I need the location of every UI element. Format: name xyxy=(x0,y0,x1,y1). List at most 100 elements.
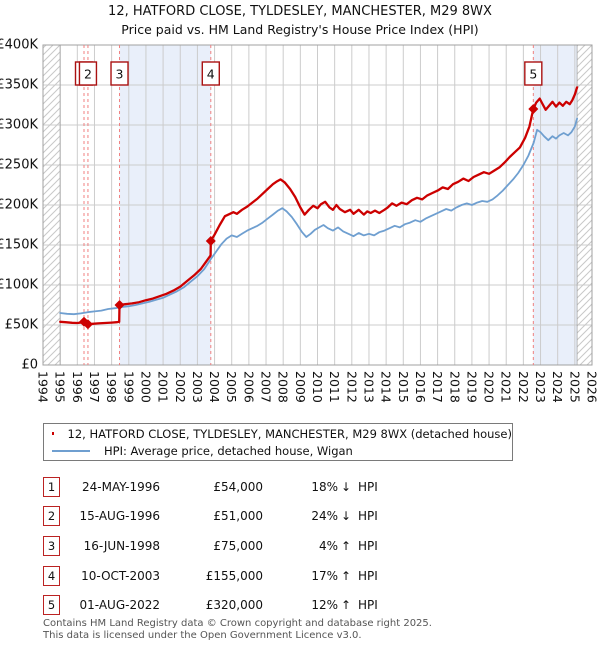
chart-legend: 12, HATFORD CLOSE, TYLDESLEY, MANCHESTER… xyxy=(43,423,513,461)
x-axis-tick-label: 2000 xyxy=(138,371,153,403)
y-axis-tick-label: £0 xyxy=(21,358,38,373)
x-axis-tick-label: 2020 xyxy=(482,371,497,403)
footer: Contains HM Land Registry data © Crown c… xyxy=(43,618,432,641)
y-axis-tick-label: £250K xyxy=(0,158,38,173)
x-axis-tick-label: 2003 xyxy=(190,371,205,403)
y-axis-tick-label: £400K xyxy=(0,38,38,53)
plot-border xyxy=(42,44,593,366)
x-axis-tick-label: 2013 xyxy=(361,371,376,403)
sale-badge-box xyxy=(110,61,129,86)
sale-marker xyxy=(528,104,539,114)
sale-price: £155,000 xyxy=(205,568,263,583)
sale-number-badge: 3 xyxy=(43,535,60,556)
hpi-line xyxy=(59,117,578,316)
y-axis-tick-label: £300K xyxy=(0,118,38,133)
property-price-line xyxy=(59,86,579,326)
x-axis-tick-label: 2025 xyxy=(567,371,582,403)
sale-hpi-direction-arrow: ↓ xyxy=(340,479,352,494)
hpi-line-swatch xyxy=(52,449,90,452)
property-line-swatch xyxy=(52,432,54,435)
y-axis-tick-label: £50K xyxy=(5,318,39,333)
sale-hpi-ref: HPI xyxy=(358,479,378,494)
x-axis-tick-label: 2015 xyxy=(396,371,411,403)
sale-hpi-direction-arrow: ↓ xyxy=(340,509,352,524)
sale-hpi-direction-arrow: ↑ xyxy=(340,568,352,583)
x-axis-tick-label: 2004 xyxy=(207,371,222,403)
sale-date: 01-AUG-2022 xyxy=(79,598,161,613)
sale-hpi-percent: 4% xyxy=(318,538,338,553)
x-axis-tick-label: 1997 xyxy=(87,371,102,403)
sale-date: 16-JUN-1998 xyxy=(83,538,160,553)
sale-hpi-ref: HPI xyxy=(358,568,378,583)
x-axis-tick-label: 1999 xyxy=(121,371,136,403)
sale-hpi-percent: 17% xyxy=(311,568,338,583)
x-axis-tick-label: 2024 xyxy=(550,371,565,403)
transaction-row: 1 24-MAY-1996 £54,000 18% ↓ HPI xyxy=(43,472,563,502)
x-axis-tick-label: 1996 xyxy=(70,371,85,403)
x-axis-tick-label: 2010 xyxy=(310,371,325,403)
x-axis-tick-label: 2026 xyxy=(585,371,600,403)
sale-date: 15-AUG-1996 xyxy=(79,509,161,524)
sale-badge-number: 2 xyxy=(84,67,92,82)
x-axis-tick-label: 2008 xyxy=(276,371,291,403)
no-data-hatch xyxy=(576,44,593,366)
sale-hpi-ref: HPI xyxy=(358,538,378,553)
footer-copyright: Contains HM Land Registry data © Crown c… xyxy=(43,618,432,629)
chart-header: 12, HATFORD CLOSE, TYLDESLEY, MANCHESTER… xyxy=(0,4,600,37)
sale-hpi-percent: 24% xyxy=(311,509,338,524)
price-history-chart: 12345£0£50K£100K£150K£200K£250K£300K£350… xyxy=(0,38,600,403)
sale-hpi-direction-arrow: ↑ xyxy=(340,598,352,613)
x-axis-tick-label: 2022 xyxy=(516,371,531,403)
x-axis-tick-label: 2001 xyxy=(156,371,171,403)
no-data-hatch xyxy=(42,44,61,366)
sale-hpi-ref: HPI xyxy=(358,598,378,613)
sale-number-badge: 2 xyxy=(43,506,60,527)
chart-subtitle: Price paid vs. HM Land Registry's House … xyxy=(121,22,479,37)
x-axis-tick-label: 2007 xyxy=(259,371,274,403)
transaction-row: 2 15-AUG-1996 £51,000 24% ↓ HPI xyxy=(43,502,563,532)
x-axis-tick-label: 2017 xyxy=(430,371,445,403)
x-axis-tick-label: 2014 xyxy=(379,371,394,403)
sale-number-badge: 4 xyxy=(43,565,60,586)
y-axis-tick-label: £200K xyxy=(0,198,38,213)
sale-badge-number: 4 xyxy=(207,67,215,82)
legend-item-property: 12, HATFORD CLOSE, TYLDESLEY, MANCHESTER… xyxy=(44,427,512,441)
transaction-row: 4 10-OCT-2003 £155,000 17% ↑ HPI xyxy=(43,561,563,591)
transaction-row: 5 01-AUG-2022 £320,000 12% ↑ HPI xyxy=(43,590,563,620)
x-axis-tick-label: 2019 xyxy=(464,371,479,403)
sale-badge-number: 5 xyxy=(529,67,537,82)
sale-marker xyxy=(82,319,93,330)
x-axis-tick-label: 1995 xyxy=(53,371,68,403)
x-axis-tick-label: 2018 xyxy=(447,371,462,403)
legend-label-hpi: HPI: Average price, detached house, Wiga… xyxy=(104,443,353,458)
sale-price: £75,000 xyxy=(213,538,263,553)
x-axis-tick-label: 1998 xyxy=(104,371,119,403)
x-axis-tick-label: 2009 xyxy=(293,371,308,403)
x-axis-tick-label: 2002 xyxy=(173,371,188,403)
sale-date: 24-MAY-1996 xyxy=(81,479,160,494)
x-axis-tick-label: 2021 xyxy=(499,371,514,403)
sale-badge-box xyxy=(78,61,98,86)
sale-number-badge: 1 xyxy=(43,476,60,497)
sale-hpi-percent: 18% xyxy=(311,479,338,494)
sale-marker xyxy=(205,236,216,246)
sale-marker xyxy=(114,300,125,310)
y-axis-tick-label: £350K xyxy=(0,78,38,93)
x-axis-tick-label: 2016 xyxy=(413,371,428,403)
sale-hpi-percent: 12% xyxy=(311,598,338,613)
x-axis-tick-label: 2006 xyxy=(241,371,256,403)
sale-badge-number: 3 xyxy=(116,67,124,82)
x-axis-tick-label: 2005 xyxy=(224,371,239,403)
sale-number-badge: 5 xyxy=(43,595,60,616)
sale-price: £51,000 xyxy=(213,509,263,524)
y-axis-tick-label: £100K xyxy=(0,278,38,293)
footer-licence: This data is licensed under the Open Gov… xyxy=(43,629,362,641)
sale-price: £320,000 xyxy=(205,598,263,613)
chart-title: 12, HATFORD CLOSE, TYLDESLEY, MANCHESTER… xyxy=(108,4,492,19)
sale-hpi-ref: HPI xyxy=(358,509,378,524)
legend-label-property: 12, HATFORD CLOSE, TYLDESLEY, MANCHESTER… xyxy=(67,426,513,441)
sale-hpi-direction-arrow: ↑ xyxy=(340,538,352,553)
sale-badge-box xyxy=(201,61,220,86)
sale-price: £54,000 xyxy=(213,479,263,494)
x-axis-tick-label: 2023 xyxy=(533,371,548,403)
